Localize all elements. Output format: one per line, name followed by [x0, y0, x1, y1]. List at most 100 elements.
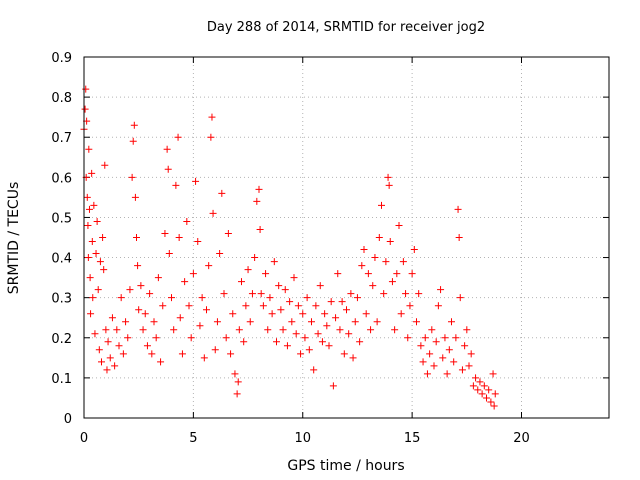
data-point	[430, 362, 438, 370]
data-point	[353, 294, 361, 302]
data-point	[222, 334, 230, 342]
data-point	[224, 229, 232, 237]
data-point	[244, 266, 252, 274]
data-point	[85, 145, 93, 153]
data-point	[88, 169, 96, 177]
data-point	[437, 286, 445, 294]
data-point	[139, 326, 147, 334]
data-point	[240, 338, 248, 346]
data-point	[128, 173, 136, 181]
data-point	[99, 234, 107, 241]
data-point	[235, 326, 243, 334]
data-point	[119, 350, 127, 358]
data-point	[413, 318, 420, 326]
data-point	[102, 326, 110, 334]
data-point	[455, 234, 463, 241]
data-point	[242, 302, 250, 310]
data-point	[404, 334, 412, 342]
data-point	[487, 398, 495, 406]
data-point	[485, 386, 493, 394]
data-point	[327, 298, 335, 306]
data-point	[292, 330, 300, 338]
axis-ticks: 0 0.1 0.2 0.3 0.4 0.5 0.6 0.7 0.8 0.9 0 5 10 15 20	[51, 51, 609, 446]
data-point	[478, 390, 486, 398]
data-point	[283, 342, 291, 350]
data-point	[84, 254, 92, 262]
data-point	[386, 238, 394, 246]
data-point	[213, 318, 221, 326]
data-point	[178, 350, 186, 358]
data-point	[168, 294, 175, 302]
data-point	[323, 322, 331, 330]
data-point	[98, 358, 105, 366]
data-point	[135, 306, 143, 314]
data-point	[185, 302, 193, 310]
y-tick-label: 0.3	[51, 292, 72, 307]
data-point	[115, 342, 123, 350]
data-point	[93, 217, 101, 225]
data-point	[434, 302, 442, 310]
data-point	[358, 262, 366, 270]
data-point	[94, 286, 102, 294]
data-point	[231, 370, 239, 378]
data-point	[150, 318, 158, 326]
data-point	[380, 290, 388, 298]
data-point	[480, 382, 488, 390]
data-point	[469, 382, 477, 390]
data-point	[419, 358, 427, 366]
data-point	[246, 318, 254, 326]
data-point	[423, 370, 431, 378]
data-point	[421, 334, 429, 342]
data-point	[384, 173, 392, 181]
data-point	[369, 282, 377, 290]
data-point	[189, 270, 197, 278]
data-point	[218, 189, 226, 197]
data-point	[111, 362, 119, 370]
data-point	[91, 330, 99, 338]
data-point	[393, 270, 401, 278]
data-point	[96, 258, 104, 266]
data-point	[101, 161, 109, 169]
data-point	[207, 133, 215, 141]
data-point	[472, 374, 480, 382]
data-point	[251, 254, 259, 262]
data-point	[248, 290, 256, 298]
y-tick-label: 0.2	[51, 332, 72, 347]
data-point	[130, 121, 138, 129]
data-point	[122, 318, 130, 326]
data-point	[279, 326, 287, 334]
data-point	[229, 310, 237, 318]
data-point	[334, 270, 342, 278]
data-point	[483, 394, 490, 402]
x-tick-label: 0	[80, 431, 88, 446]
data-point	[277, 306, 285, 314]
data-point	[458, 366, 466, 374]
data-point	[491, 390, 499, 398]
data-point	[391, 326, 399, 334]
x-tick-label: 20	[513, 431, 530, 446]
data-point	[87, 310, 95, 318]
data-point	[200, 354, 208, 362]
data-point	[301, 334, 309, 342]
data-point	[88, 238, 96, 246]
data-point	[108, 314, 116, 322]
data-point	[264, 326, 272, 334]
data-point	[175, 234, 183, 241]
data-point	[170, 326, 178, 334]
data-point	[146, 290, 154, 298]
data-point	[266, 294, 274, 302]
data-point	[314, 330, 322, 338]
data-point	[174, 133, 182, 141]
data-point	[198, 294, 206, 302]
data-point	[461, 342, 469, 350]
data-point	[489, 370, 497, 378]
data-point	[95, 346, 103, 354]
data-point	[345, 330, 353, 338]
data-point	[441, 334, 449, 342]
data-point	[456, 294, 464, 302]
data-point	[299, 310, 307, 318]
data-point	[85, 205, 93, 213]
y-tick-label: 0	[64, 412, 72, 427]
data-point	[465, 362, 473, 370]
data-point	[415, 290, 423, 298]
